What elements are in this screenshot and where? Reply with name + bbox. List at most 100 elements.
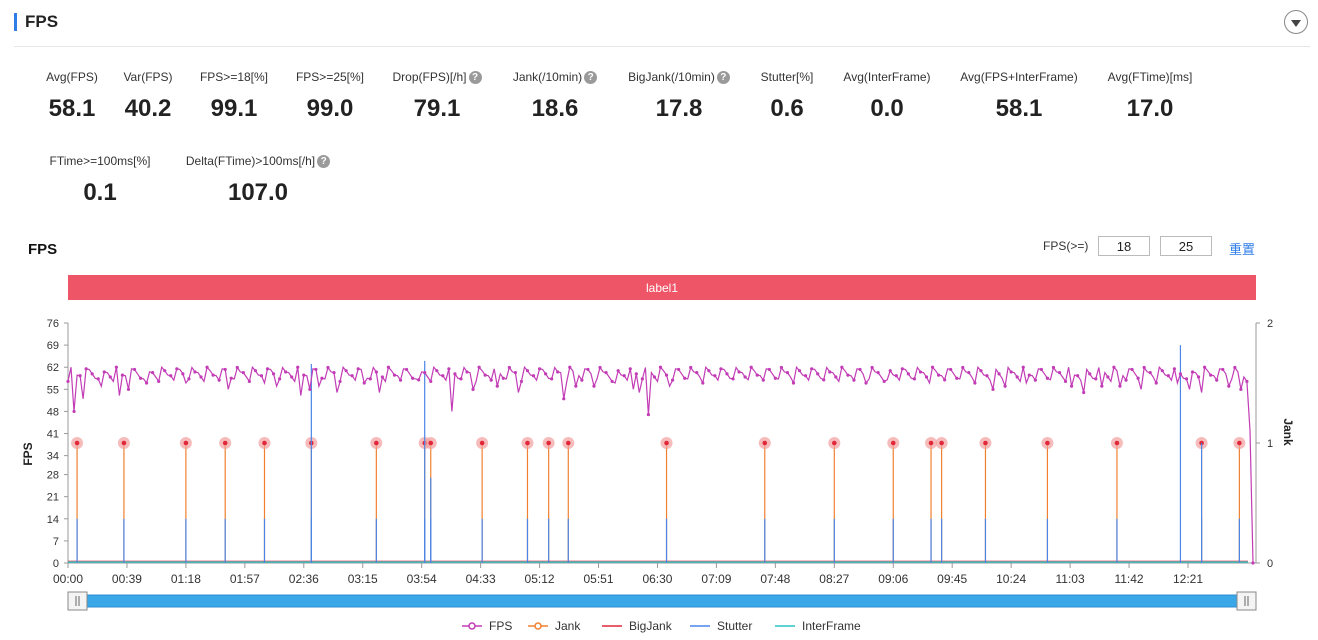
x-tick-label: 05:51 [584, 572, 614, 586]
fps-point [1154, 381, 1158, 385]
fps-point [562, 397, 566, 401]
metric-card: BigJank(/10min)? 17.8 [589, 70, 769, 123]
fps-point [1082, 390, 1086, 395]
legend-item-bigjank[interactable]: BigJank [602, 619, 673, 633]
metric-label: FPS>=25[%] [240, 70, 420, 84]
fps-point [785, 370, 790, 375]
fps-point [290, 375, 294, 379]
help-icon[interactable]: ? [584, 70, 598, 84]
fps-point [513, 370, 517, 375]
fps-point [296, 365, 300, 369]
fps-point [822, 378, 826, 382]
fps-point [411, 376, 415, 380]
legend-item-stutter[interactable]: Stutter [690, 619, 752, 633]
fps-point [1045, 376, 1050, 380]
fps-point [797, 369, 802, 373]
fps-point [1033, 378, 1037, 382]
legend-label: FPS [489, 619, 512, 633]
fps-point [828, 370, 832, 374]
threshold-high-input[interactable] [1160, 236, 1212, 256]
metric-label: Avg(FPS+InterFrame) [929, 70, 1109, 84]
fps-point [380, 375, 384, 379]
jank-point [928, 440, 934, 446]
fps-point [852, 378, 856, 382]
threshold-low-input[interactable] [1098, 236, 1150, 256]
fps-point [1203, 365, 1207, 369]
fps-point [1015, 375, 1019, 379]
metric-label: Drop(FPS)[/h]? [347, 70, 527, 84]
fps-chart: label1 0 7 14 21 28 34 41 48 55 62 69 76 0 1 2 FPS Jank 00… [21, 275, 1295, 633]
fps-point [138, 376, 143, 380]
fps-point [622, 374, 626, 378]
metric-label: Var(FPS) [58, 70, 238, 84]
help-icon[interactable]: ? [317, 154, 331, 168]
fps-point [858, 367, 862, 372]
jank-point [832, 440, 837, 446]
fps-point [501, 376, 505, 380]
slider-right-handle[interactable] [1236, 591, 1257, 611]
legend-item-jank[interactable]: Jank [528, 619, 581, 633]
metric-label-text: Jank(/10min) [512, 70, 583, 84]
x-tick-label: 10:24 [996, 572, 1026, 586]
fps-point [876, 370, 880, 375]
fps-point [574, 384, 578, 388]
fps-point [1166, 374, 1170, 378]
fps-point [1178, 372, 1183, 376]
threshold-label: FPS(>=) [1043, 239, 1089, 253]
fps-point [743, 375, 747, 379]
metric-value: 107.0 [227, 179, 289, 206]
fps-point [1124, 378, 1128, 382]
fps-point [1142, 365, 1146, 370]
jank-point [222, 440, 228, 446]
metric-card: Avg(FPS+InterFrame) 58.1 [929, 70, 1109, 123]
fps-point [791, 381, 796, 385]
fps-point [955, 376, 959, 380]
section-title: FPS [25, 12, 59, 31]
fps-point [1106, 375, 1110, 379]
fps-point [417, 378, 421, 382]
fps-point [193, 370, 197, 374]
metric-value: 0.0 [870, 95, 904, 122]
help-icon[interactable]: ? [468, 70, 482, 84]
fps-point [1112, 365, 1116, 369]
legend-label: Jank [555, 619, 581, 633]
metric-label-text: BigJank(/10min) [628, 70, 715, 84]
fps-point [1209, 373, 1213, 377]
slider-left-handle[interactable] [67, 591, 88, 611]
jank-point [546, 440, 551, 446]
reset-link[interactable]: 重置 [1229, 242, 1256, 257]
fps-point [731, 377, 735, 381]
fps-point [840, 365, 844, 369]
legend-item-interframe[interactable]: InterFrame [775, 619, 861, 633]
fps-point [924, 375, 929, 379]
fps-point [78, 374, 82, 378]
y-left-tick-label: 41 [47, 429, 59, 441]
fps-point [332, 370, 336, 375]
legend-item-fps[interactable]: FPS [462, 619, 512, 633]
jank-point [121, 440, 127, 446]
y-right-axis-label: Jank [1281, 418, 1295, 446]
y-left-tick-label: 14 [47, 514, 59, 526]
fps-point [253, 369, 258, 373]
fps-point [338, 379, 342, 384]
x-tick-label: 11:03 [1056, 572, 1085, 586]
legend-label: BigJank [629, 619, 673, 633]
metric-label-text: FTime>=100ms[%] [49, 154, 151, 168]
metric-value: 0.1 [83, 179, 117, 206]
metric-card: Avg(FPS) 58.1 [0, 70, 162, 123]
fps-point [628, 367, 632, 371]
fps-point [604, 370, 608, 375]
fps-point [1148, 370, 1152, 375]
fps-point [816, 372, 820, 376]
y-left-tick-label: 7 [53, 536, 59, 548]
fps-point [598, 365, 602, 370]
fps-point [846, 373, 850, 377]
y-left-tick-label: 55 [47, 384, 59, 396]
fps-point [344, 369, 348, 373]
label-band-text: label1 [646, 281, 678, 295]
help-icon[interactable]: ? [716, 70, 730, 84]
fps-point [683, 376, 687, 380]
fps-point [616, 369, 620, 373]
fps-point [247, 379, 251, 384]
collapse-toggle-button[interactable] [1284, 10, 1308, 34]
